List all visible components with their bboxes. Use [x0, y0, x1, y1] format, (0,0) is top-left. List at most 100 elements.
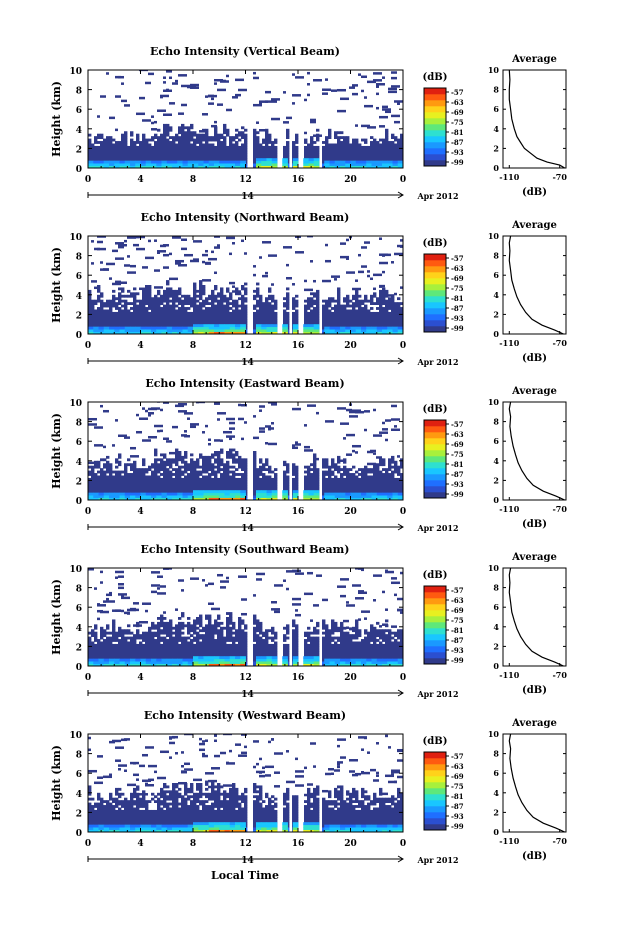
echo-cell [328, 470, 332, 474]
echo-cell [337, 289, 341, 293]
echo-cell [103, 482, 107, 486]
surface-echo-cell [140, 331, 147, 334]
echo-cell [328, 465, 332, 469]
echo-cell [316, 150, 320, 154]
echo-cell [334, 314, 338, 318]
echo-cell [163, 123, 167, 127]
echo-cell [217, 451, 221, 454]
upper-echo-cell [103, 268, 109, 271]
echo-cell [286, 136, 290, 139]
echo-cell [244, 477, 248, 481]
echo-cell [136, 480, 140, 484]
echo-cell [331, 145, 335, 149]
echo-cell [190, 465, 194, 469]
echo-cell [229, 453, 233, 457]
echo-cell [370, 143, 374, 147]
surface-echo-cell [208, 326, 215, 330]
echo-cell [265, 148, 269, 152]
echo-cell [232, 477, 236, 481]
echo-cell [100, 155, 104, 159]
upper-echo-cell [208, 94, 214, 98]
echo-cell [325, 319, 329, 323]
echo-cell [394, 145, 398, 149]
echo-cell [370, 470, 374, 474]
echo-cell [259, 309, 263, 313]
echo-cell [337, 307, 341, 310]
echo-cell [223, 138, 227, 142]
echo-cell [397, 297, 401, 301]
surface-echo-cell [376, 165, 383, 168]
average-y-tick-label: 8 [493, 251, 499, 261]
echo-cell [181, 131, 185, 135]
echo-cell [193, 314, 197, 318]
upper-echo-cell [397, 102, 400, 105]
echo-cell [253, 485, 257, 489]
echo-cell [367, 314, 371, 318]
echo-cell [376, 314, 380, 318]
echo-cell [352, 141, 356, 144]
echo-cell [283, 309, 287, 313]
echo-cell [295, 473, 299, 476]
upper-echo-cell [355, 410, 361, 413]
echo-cell [193, 297, 197, 301]
echo-cell [136, 136, 140, 139]
echo-cell [274, 150, 278, 154]
echo-cell [169, 490, 173, 494]
echo-cell [328, 468, 332, 471]
x-tick-label: 0 [85, 175, 91, 185]
echo-cell [163, 475, 167, 479]
echo-cell [283, 321, 287, 325]
echo-cell [190, 485, 194, 489]
echo-cell [337, 482, 341, 486]
echo-cell [151, 304, 155, 308]
echo-cell [235, 480, 239, 484]
average-y-tick-label: 2 [493, 309, 499, 319]
echo-cell [142, 138, 146, 142]
echo-cell [199, 485, 203, 489]
echo-cell [292, 155, 296, 159]
echo-cell [352, 297, 356, 301]
echo-cell [343, 487, 347, 491]
echo-cell [292, 304, 296, 308]
echo-cell [244, 150, 248, 154]
echo-cell [346, 158, 350, 162]
surface-echo-cell [172, 331, 178, 334]
echo-cell [337, 138, 341, 142]
echo-cell [157, 128, 161, 132]
echo-cell [310, 302, 314, 305]
echo-cell [202, 314, 206, 318]
echo-cell [244, 487, 248, 491]
echo-cell [244, 319, 248, 323]
echo-cell [235, 477, 239, 481]
echo-cell [184, 487, 188, 491]
upper-echo-cell [283, 246, 292, 249]
echo-cell [334, 148, 338, 152]
echo-cell [214, 321, 218, 325]
echo-cell [229, 143, 233, 147]
echo-cell [130, 324, 134, 328]
echo-cell [133, 321, 137, 325]
echo-cell [169, 153, 173, 157]
surface-echo-cell [198, 324, 204, 328]
echo-cell [109, 158, 113, 162]
echo-cell [91, 321, 95, 325]
echo-cell [253, 316, 257, 320]
echo-cell [214, 126, 218, 130]
echo-cell [163, 126, 167, 130]
echo-cell [379, 155, 383, 159]
echo-cell [229, 482, 233, 486]
echo-cell [181, 319, 185, 323]
upper-echo-cell [391, 261, 394, 264]
echo-cell [154, 465, 158, 469]
surface-echo-cell [361, 326, 367, 330]
upper-echo-cell [376, 83, 385, 86]
echo-cell [229, 451, 233, 454]
echo-cell [286, 287, 290, 291]
echo-cell [214, 451, 218, 454]
echo-cell [346, 136, 350, 139]
echo-cell [265, 141, 269, 144]
echo-cell [187, 485, 191, 489]
upper-echo-cell [346, 257, 349, 260]
echo-cell [352, 477, 356, 481]
echo-cell [355, 289, 359, 293]
